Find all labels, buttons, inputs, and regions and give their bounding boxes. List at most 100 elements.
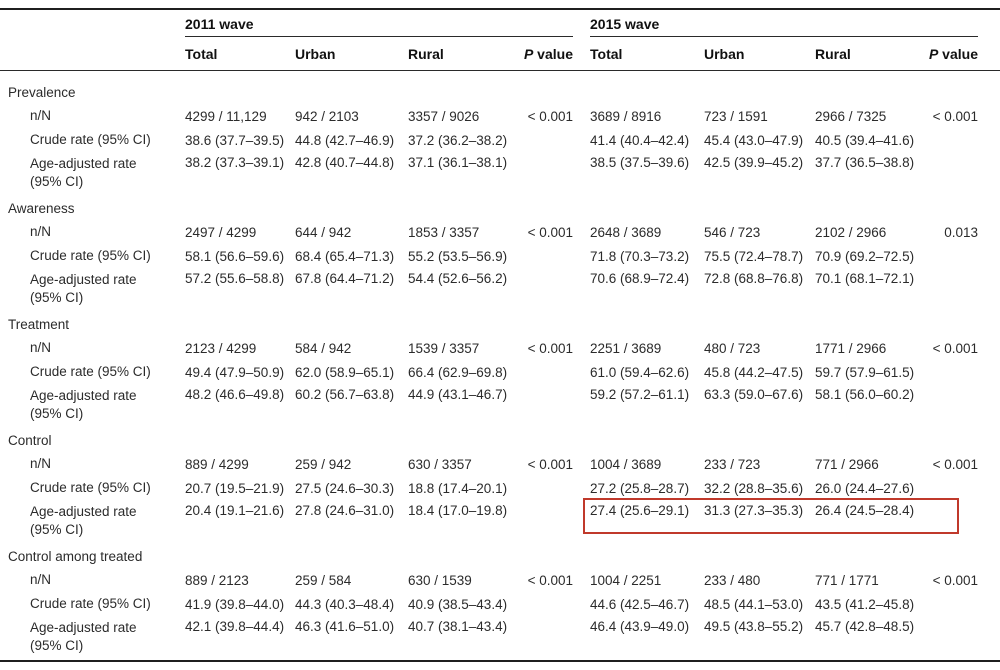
table-row: Age-adjusted rate (95% CI) 48.2 (46.6–49.8… <box>0 384 1000 428</box>
table-cell: 70.1 (68.1–72.1) <box>815 271 915 286</box>
p-value-cell: < 0.001 <box>932 108 978 124</box>
table-row: Age-adjusted rate (95% CI) 38.2 (37.3–39.1… <box>0 152 1000 196</box>
table-cell: 1004 / 2251 <box>590 572 662 588</box>
p-value-cell <box>907 384 1000 387</box>
row-label-line1: n/N <box>30 108 52 124</box>
table-cell: 42.5 (39.9–45.2) <box>704 155 804 170</box>
table-cell: 27.8 (24.6–31.0) <box>295 503 395 518</box>
p-rest: value <box>533 45 573 62</box>
p-value-cell <box>498 384 575 387</box>
row-label-line2: (95% CI) <box>30 289 84 305</box>
col-header-pvalue-2015: P value <box>907 46 1000 62</box>
p-value-cell: < 0.001 <box>527 572 573 588</box>
section-title-row: Prevalence <box>0 80 1000 104</box>
table-cell: 44.6 (42.5–46.7) <box>590 596 690 612</box>
table-row: Crude rate (95% CI) 20.7 (19.5–21.9) 27.5 … <box>0 476 1000 500</box>
section-title: Control <box>8 432 52 448</box>
p-value-cell: < 0.001 <box>527 456 573 472</box>
row-label: n/N <box>0 339 185 357</box>
table-cell: 27.2 (25.8–28.7) <box>590 480 690 496</box>
p-value-cell: < 0.001 <box>932 456 978 472</box>
table-cell: 26.4 (24.5–28.4) <box>815 503 915 518</box>
p-italic: P <box>523 45 534 62</box>
table-cell: 32.2 (28.8–35.6) <box>704 480 804 496</box>
table-row: Age-adjusted rate (95% CI) 57.2 (55.6–58.8… <box>0 268 1000 312</box>
table-cell: 2648 / 3689 <box>590 224 662 240</box>
table-cell: 48.2 (46.6–49.8) <box>185 387 285 402</box>
row-label: n/N <box>0 107 185 125</box>
section-title: Awareness <box>8 200 75 216</box>
table-cell: 71.8 (70.3–73.2) <box>590 248 690 264</box>
table-cell: 2497 / 4299 <box>185 224 257 240</box>
group-2011-label: 2011 wave <box>185 16 254 32</box>
row-label-line1: Age-adjusted rate <box>30 504 137 519</box>
p-value-cell: 0.013 <box>944 224 978 240</box>
p-value-cell <box>498 500 575 503</box>
row-label-line1: Crude rate (95% CI) <box>30 364 151 380</box>
row-label-line2: (95% CI) <box>30 521 84 537</box>
table-cell: 57.2 (55.6–58.8) <box>185 271 285 286</box>
table-cell: 59.2 (57.2–61.1) <box>590 387 690 402</box>
section-title: Control among treated <box>8 548 143 564</box>
table-cell: 1004 / 3689 <box>590 456 662 472</box>
table-cell: 723 / 1591 <box>704 108 768 124</box>
table-body: Prevalence n/N 4299 / 11,129 942 / 2103 3357… <box>0 80 1000 660</box>
row-label-line1: Crude rate (95% CI) <box>30 132 151 148</box>
group-2015-label: 2015 wave <box>590 16 660 32</box>
column-gap <box>575 152 590 155</box>
section-prevalence: Prevalence n/N 4299 / 11,129 942 / 2103 3357… <box>0 80 1000 196</box>
col-header-rural-2011: Rural <box>408 45 444 62</box>
row-label: Crude rate (95% CI) <box>0 363 185 381</box>
row-label: Crude rate (95% CI) <box>0 595 185 613</box>
table-row: Crude rate (95% CI) 49.4 (47.9–50.9) 62.0 … <box>0 360 1000 384</box>
table-cell: 40.5 (39.4–41.6) <box>815 132 915 148</box>
table-cell: 49.5 (43.8–55.2) <box>704 619 804 634</box>
table-cell: 44.9 (43.1–46.7) <box>408 387 508 402</box>
p-value-cell <box>498 268 575 271</box>
row-label-line1: Age-adjusted rate <box>30 156 137 171</box>
column-gap <box>575 500 590 503</box>
row-label-line1: n/N <box>30 224 52 240</box>
table-cell: 58.1 (56.6–59.6) <box>185 248 285 264</box>
table-cell: 233 / 723 <box>704 456 761 472</box>
row-label-line2: (95% CI) <box>30 637 84 653</box>
table-cell: 27.5 (24.6–30.3) <box>295 480 395 496</box>
table-cell: 42.8 (40.7–44.8) <box>295 155 395 170</box>
table-row: Crude rate (95% CI) 41.9 (39.8–44.0) 44.3 … <box>0 592 1000 616</box>
table-cell: 1539 / 3357 <box>408 340 480 356</box>
table-cell: 27.4 (25.6–29.1) <box>590 503 690 518</box>
table-cell: 2966 / 7325 <box>815 108 887 124</box>
section-control: Control n/N 889 / 4299 259 / 942 630 / 3357 <… <box>0 428 1000 544</box>
table-cell: 37.1 (36.1–38.1) <box>408 155 508 170</box>
section-title-row: Awareness <box>0 196 1000 220</box>
table-row: n/N 889 / 4299 259 / 942 630 / 3357 < 0.001 1… <box>0 452 1000 476</box>
table-cell: 480 / 723 <box>704 340 761 356</box>
table-cell: 45.7 (42.8–48.5) <box>815 619 915 634</box>
table-cell: 63.3 (59.0–67.6) <box>704 387 804 402</box>
p-value-cell <box>907 268 1000 271</box>
table-cell: 41.4 (40.4–42.4) <box>590 132 690 148</box>
table-cell: 41.9 (39.8–44.0) <box>185 596 285 612</box>
p-rest: value <box>938 45 978 62</box>
col-header-rural-2015: Rural <box>815 45 851 62</box>
section-title-row: Control <box>0 428 1000 452</box>
table-row: n/N 2497 / 4299 644 / 942 1853 / 3357 < 0.00… <box>0 220 1000 244</box>
table-cell: 62.0 (58.9–65.1) <box>295 364 395 380</box>
table-cell: 46.4 (43.9–49.0) <box>590 619 690 634</box>
table-cell: 771 / 1771 <box>815 572 879 588</box>
section-title-row: Control among treated <box>0 544 1000 568</box>
table-cell: 58.1 (56.0–60.2) <box>815 387 915 402</box>
table-cell: 942 / 2103 <box>295 108 359 124</box>
table-row: Age-adjusted rate (95% CI) 42.1 (39.8–44.4… <box>0 616 1000 660</box>
section-awareness: Awareness n/N 2497 / 4299 644 / 942 1853 / 3… <box>0 196 1000 312</box>
section-title: Prevalence <box>8 84 76 100</box>
table-row: Age-adjusted rate (95% CI) 20.4 (19.1–21.6… <box>0 500 1000 544</box>
table-cell: 45.8 (44.2–47.5) <box>704 364 804 380</box>
col-header-total-2011: Total <box>185 45 218 62</box>
table-row: Crude rate (95% CI) 58.1 (56.6–59.6) 68.4 … <box>0 244 1000 268</box>
table-cell: 26.0 (24.4–27.6) <box>815 480 915 496</box>
table-cell: 644 / 942 <box>295 224 352 240</box>
column-gap <box>575 268 590 271</box>
table-cell: 889 / 2123 <box>185 572 249 588</box>
